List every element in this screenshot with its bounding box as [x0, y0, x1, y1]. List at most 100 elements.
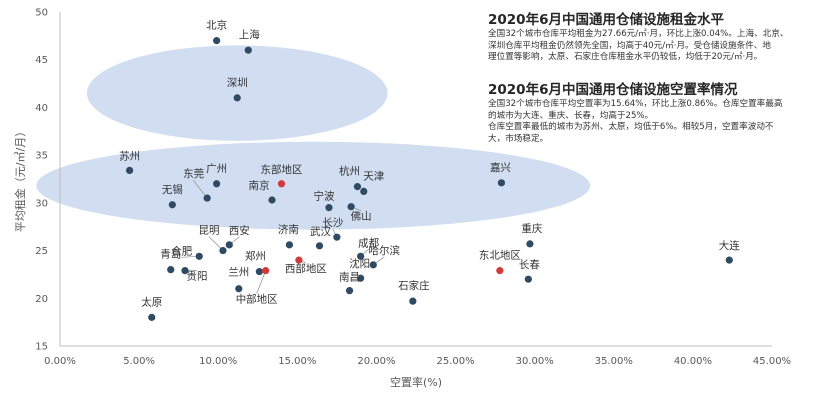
city-point — [126, 166, 134, 175]
y-axis-title: 平均租金（元/㎡/月） — [13, 126, 27, 232]
leader-line — [192, 179, 208, 199]
leader-line — [256, 270, 267, 294]
vacancy-info-title: 2020年6月中国通用仓储设施空置率情况 — [488, 82, 738, 98]
point-label: 武汉 — [310, 225, 331, 238]
y-tick-label: 50 — [35, 8, 48, 19]
point-label: 兰州 — [228, 266, 249, 279]
y-tick-label: 25 — [35, 246, 48, 257]
x-tick-label: 10.00% — [199, 356, 237, 367]
city-point — [360, 187, 368, 196]
rent-info-line: 深圳仓库平均租金仍然领先全国，均高于40元/㎡·月。受仓储设施条件、地 — [488, 40, 771, 51]
region-point — [496, 267, 504, 275]
region-point — [277, 180, 286, 188]
point-label: 石家庄 — [398, 279, 430, 292]
x-tick-label: 25.00% — [436, 356, 474, 367]
rent-info-title: 2020年6月中国通用仓储设施租金水平 — [488, 12, 724, 28]
point-label: 长沙 — [322, 217, 343, 229]
cluster-ellipse — [86, 45, 388, 141]
y-tick-label: 45 — [35, 55, 48, 66]
point-label: 南京 — [249, 179, 270, 192]
point-label: 太原 — [141, 295, 162, 308]
point-label: 上海 — [239, 28, 260, 41]
city-point — [526, 240, 534, 248]
city-point — [167, 266, 175, 274]
city-point — [315, 242, 324, 250]
y-tick-label: 30 — [35, 198, 48, 209]
x-tick-label: 35.00% — [595, 356, 633, 367]
city-point — [325, 204, 333, 212]
x-tick-label: 15.00% — [278, 356, 316, 367]
point-label: 贵阳 — [186, 270, 207, 283]
point-label: 广州 — [206, 163, 227, 175]
point-label: 沈阳 — [349, 257, 370, 270]
x-tick-label: 20.00% — [357, 356, 395, 367]
city-point — [345, 287, 354, 295]
vacancy-info-line: 的城市为大连、重庆、长春，均高于25%。 — [488, 110, 654, 121]
x-tick-label: 0.00% — [44, 356, 76, 367]
y-tick-label: 15 — [35, 342, 48, 353]
point-label: 东北地区 — [479, 249, 521, 262]
city-point — [235, 285, 243, 293]
point-label: 重庆 — [521, 222, 542, 235]
rent-info-line: 全国32个城市仓库平均租金为27.66元/㎡·月，环比上涨0.04%。上海、北京… — [488, 29, 789, 39]
city-point — [497, 179, 506, 187]
x-tick-label: 45.00% — [753, 356, 791, 367]
region-point — [262, 267, 270, 275]
point-label: 无锡 — [162, 183, 183, 196]
city-point — [213, 180, 221, 188]
y-tick-label: 20 — [35, 294, 48, 305]
city-point — [369, 261, 377, 269]
point-label: 东部地区 — [261, 163, 303, 176]
city-point — [181, 267, 189, 275]
point-label: 大连 — [719, 239, 740, 252]
point-label: 天津 — [363, 170, 384, 182]
city-point — [333, 233, 341, 241]
city-point — [233, 94, 241, 102]
city-point — [255, 267, 263, 276]
point-label: 青岛 — [160, 248, 181, 261]
city-point — [285, 241, 294, 249]
city-point — [353, 183, 362, 191]
tick-labels: 0.00% 5.00% 10.00% 15.00% 20.00% 25.00% 30.00%… — [35, 8, 791, 368]
city-point — [244, 46, 252, 54]
point-label: 东莞 — [183, 167, 204, 180]
city-point — [203, 194, 211, 202]
point-label: 合肥 — [171, 244, 192, 257]
city-point — [409, 297, 417, 305]
city-point — [725, 256, 733, 264]
y-tick-label: 40 — [35, 103, 48, 114]
point-label: 宁波 — [313, 190, 334, 203]
point-label: 西部地区 — [285, 262, 327, 275]
point-label: 成都 — [358, 237, 379, 249]
city-point — [357, 274, 365, 282]
point-label: 昆明 — [198, 225, 219, 237]
point-label: 中部地区 — [236, 293, 278, 306]
rent-info-line: 理位置等影响，太原、石家庄仓库租金水平仍较低，均低于20元/㎡·月。 — [488, 52, 763, 62]
x-tick-label: 40.00% — [674, 356, 712, 367]
city-point — [347, 203, 355, 211]
axes — [59, 12, 772, 347]
point-label: 深圳 — [227, 77, 248, 89]
region-point — [295, 256, 303, 264]
cluster-ellipses — [36, 45, 591, 230]
point-label: 西安 — [229, 224, 250, 237]
point-label: 佛山 — [351, 210, 372, 223]
rent-info-block: 2020年6月中国通用仓储设施租金水平 全国32个城市仓库平均租金为27.66元… — [488, 12, 828, 64]
city-point — [148, 313, 156, 321]
vacancy-info-block: 2020年6月中国通用仓储设施空置率情况 全国32个城市仓库平均空置率为15.6… — [488, 82, 828, 145]
cluster-ellipse — [36, 141, 591, 230]
city-point — [168, 201, 176, 209]
x-tick-label: 30.00% — [516, 356, 554, 367]
city-point — [213, 37, 221, 45]
point-label: 北京 — [206, 19, 227, 32]
city-point — [524, 275, 532, 283]
point-label: 长春 — [519, 259, 540, 271]
city-point — [225, 241, 233, 249]
city-point — [357, 252, 365, 260]
city-point — [268, 196, 276, 204]
vacancy-info-line: 仓库空置率最低的城市为苏州、太原，均低于6%。相较5月，空置率波动不 — [488, 122, 774, 132]
vacancy-info-line: 全国32个城市仓库平均空置率为15.64%，环比上涨0.86%。仓库空置率最高 — [488, 99, 783, 109]
